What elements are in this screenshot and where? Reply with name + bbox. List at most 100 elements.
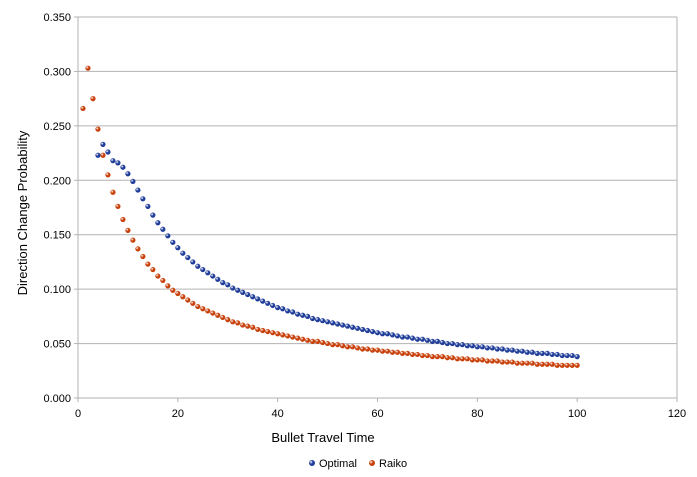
y-tick-label: 0.100	[43, 284, 71, 296]
optimal-point	[459, 342, 465, 348]
optimal-point	[160, 226, 166, 232]
raiko-point	[265, 328, 271, 335]
raiko-point	[295, 335, 301, 341]
optimal-point	[319, 318, 326, 324]
optimal-point	[155, 220, 161, 226]
raiko-point	[185, 297, 191, 303]
raiko-point	[459, 356, 465, 362]
raiko-point	[285, 333, 291, 339]
raiko-point	[95, 126, 101, 132]
optimal-point	[260, 298, 266, 304]
raiko-point	[454, 356, 460, 362]
raiko-point	[145, 261, 151, 267]
x-tick-label: 20	[172, 408, 184, 420]
raiko-point	[160, 277, 166, 284]
optimal-point	[494, 346, 500, 352]
y-tick-label: 0.000	[43, 393, 71, 405]
raiko-point	[524, 360, 530, 366]
optimal-legend-marker	[309, 460, 315, 466]
optimal-point	[285, 308, 291, 314]
optimal-point	[225, 282, 231, 288]
optimal-point	[329, 320, 336, 326]
raiko-point	[544, 361, 550, 367]
grid-lines	[78, 16, 677, 345]
optimal-point	[364, 327, 371, 334]
raiko-point	[155, 273, 161, 279]
optimal-point	[379, 331, 386, 337]
optimal-point	[165, 233, 171, 239]
optimal-point	[250, 294, 256, 300]
raiko-point	[130, 237, 136, 243]
optimal-point	[220, 280, 226, 286]
raiko-point	[140, 253, 146, 260]
optimal-point	[110, 158, 116, 164]
optimal-point	[399, 334, 406, 340]
raiko-point	[344, 344, 351, 350]
optimal-point	[374, 330, 381, 336]
raiko-point	[449, 355, 455, 361]
optimal-point	[295, 311, 301, 317]
optimal-point	[349, 324, 356, 330]
raiko-point	[414, 351, 421, 358]
raiko-point	[180, 294, 186, 300]
raiko-point	[364, 346, 371, 352]
raiko-point	[280, 332, 286, 338]
raiko-point	[210, 310, 216, 316]
raiko-point	[379, 348, 386, 354]
raiko-point	[220, 314, 226, 321]
raiko-point	[374, 347, 381, 353]
raiko-point	[165, 283, 171, 289]
raiko-point	[329, 342, 336, 348]
raiko-point	[489, 358, 495, 364]
optimal-point	[389, 332, 396, 338]
x-tick-label: 100	[568, 408, 586, 420]
raiko-point	[564, 362, 570, 368]
raiko-point	[255, 326, 261, 333]
optimal-point	[539, 350, 545, 356]
optimal-point	[190, 259, 196, 265]
raiko-point	[439, 354, 445, 360]
raiko-point	[394, 349, 401, 355]
raiko-point	[305, 337, 311, 343]
optimal-point	[270, 302, 276, 309]
optimal-point	[479, 344, 485, 350]
optimal-point	[469, 343, 475, 349]
optimal-point	[255, 296, 261, 302]
data-points	[80, 65, 580, 368]
legend: Optimal Raiko	[309, 458, 407, 470]
optimal-point	[444, 340, 450, 347]
optimal-point	[489, 345, 495, 351]
raiko-point	[260, 327, 266, 334]
optimal-point	[195, 263, 201, 269]
raiko-point	[419, 352, 426, 359]
y-tick-label: 0.350	[43, 12, 71, 24]
optimal-point	[449, 340, 455, 347]
optimal-point	[200, 266, 206, 273]
optimal-point	[339, 322, 346, 328]
optimal-point	[170, 239, 176, 245]
optimal-point	[215, 276, 221, 282]
raiko-legend-label: Raiko	[379, 458, 407, 470]
raiko-point	[384, 348, 391, 354]
raiko-point	[399, 350, 406, 356]
raiko-point	[514, 360, 520, 366]
optimal-point	[569, 352, 575, 359]
raiko-point	[310, 338, 316, 344]
optimal-point	[439, 339, 445, 346]
raiko-point	[369, 347, 376, 353]
optimal-point	[280, 306, 286, 312]
raiko-point	[549, 361, 555, 367]
optimal-point	[534, 350, 540, 356]
raiko-point	[349, 344, 356, 350]
x-tick-label: 120	[668, 408, 686, 420]
y-tick-label: 0.050	[43, 339, 71, 351]
optimal-point	[230, 285, 236, 291]
raiko-point	[200, 306, 206, 312]
raiko-point	[499, 359, 505, 365]
optimal-point	[185, 254, 191, 261]
optimal-point	[509, 347, 515, 353]
raiko-point	[324, 340, 331, 347]
optimal-point	[310, 315, 316, 322]
optimal-point	[245, 291, 251, 298]
raiko-point	[300, 336, 306, 342]
